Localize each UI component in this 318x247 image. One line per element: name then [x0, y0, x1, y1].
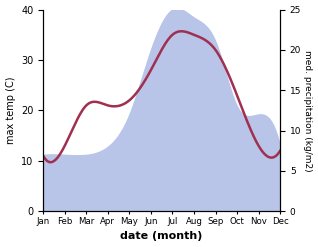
Y-axis label: med. precipitation (kg/m2): med. precipitation (kg/m2) — [303, 50, 313, 171]
X-axis label: date (month): date (month) — [121, 231, 203, 242]
Y-axis label: max temp (C): max temp (C) — [5, 77, 16, 144]
